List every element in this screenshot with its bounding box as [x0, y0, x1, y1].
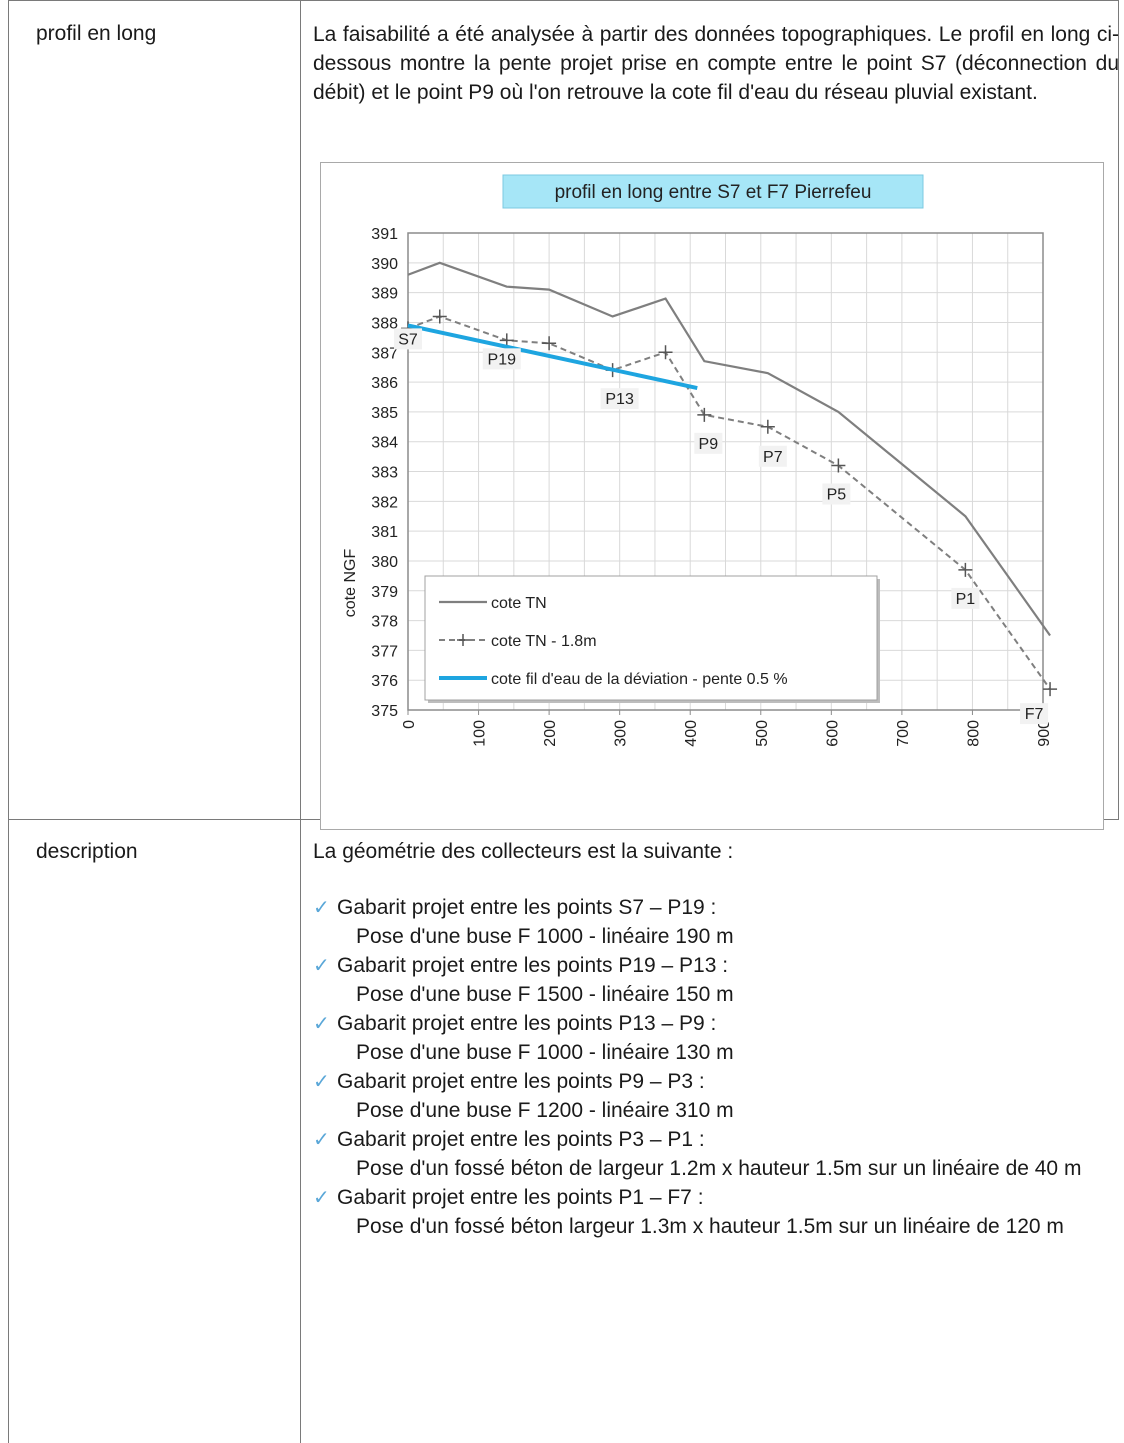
data-point-marker	[831, 458, 846, 473]
point-label-bg	[694, 432, 723, 454]
list-item: ✓ Gabarit projet entre les points P1 – F7…	[313, 1183, 1119, 1241]
y-tick-label: 390	[371, 256, 398, 273]
y-tick-label: 387	[371, 345, 398, 362]
table-top-border	[8, 0, 1119, 1]
point-label-bg	[394, 328, 422, 350]
x-tick-label: 200	[542, 720, 559, 747]
y-axis-label: cote NGF	[342, 549, 359, 618]
list-item: ✓ Gabarit projet entre les points P3 – P1…	[313, 1125, 1119, 1183]
item-detail: Pose d'une buse F 1000 - linéaire 130 m	[356, 1041, 734, 1064]
list-item: ✓ Gabarit projet entre les points S7 – P1…	[313, 893, 1119, 951]
y-tick-label: 377	[371, 643, 398, 660]
y-tick-label: 381	[371, 524, 398, 541]
item-title: Gabarit projet entre les points S7 – P19…	[337, 896, 717, 919]
profile-chart: 375 376 377 378 379 380 381 382 383 384 385 386 387 3…	[342, 174, 1058, 747]
y-tick-label: 391	[371, 226, 398, 243]
y-tick-label: 385	[371, 405, 398, 422]
y-tick-label: 384	[371, 435, 398, 452]
row-label-profil: profil en long	[36, 22, 157, 45]
item-detail: Pose d'un fossé béton largeur 1.3m x hau…	[356, 1215, 1064, 1238]
item-detail: Pose d'une buse F 1000 - linéaire 190 m	[356, 925, 734, 948]
point-label: P5	[827, 487, 847, 504]
item-title: Gabarit projet entre les points P3 – P1 …	[337, 1128, 705, 1151]
checkmark-icon: ✓	[313, 953, 330, 977]
checkmark-icon: ✓	[313, 1011, 330, 1035]
data-point-marker	[760, 419, 775, 434]
description-intro: La géométrie des collecteurs est la suiv…	[313, 840, 734, 863]
series-line-2	[407, 323, 698, 390]
list-item: ✓ Gabarit projet entre les points P19 – P…	[313, 951, 1119, 1009]
x-tick-label: 400	[683, 720, 700, 747]
series-line-0	[407, 261, 1051, 637]
chart-title-box	[502, 174, 924, 209]
x-tick-label: 500	[754, 720, 771, 747]
checkmark-icon: ✓	[313, 895, 330, 919]
item-detail: Pose d'une buse F 1200 - linéaire 310 m	[356, 1099, 734, 1122]
y-tick-label: 379	[371, 584, 398, 601]
data-point-marker	[958, 562, 973, 577]
item-title: Gabarit projet entre les points P1 – F7 …	[337, 1186, 704, 1209]
y-tick-label: 382	[371, 494, 398, 511]
chart-frame: 375 376 377 378 379 380 381 382 383 384 385 386 387 3…	[320, 162, 1104, 830]
point-label-bg	[600, 388, 639, 410]
legend-marker	[457, 634, 469, 646]
point-label: P13	[605, 391, 634, 408]
data-point-marker	[697, 407, 712, 422]
legend-box	[424, 575, 878, 701]
checkmark-icon: ✓	[313, 1069, 330, 1093]
point-label-bg	[482, 348, 521, 370]
point-label-bg	[951, 587, 980, 609]
item-title: Gabarit projet entre les points P9 – P3 …	[337, 1070, 705, 1093]
point-label: F7	[1025, 706, 1044, 723]
point-label: P1	[956, 591, 976, 608]
point-label: P19	[488, 351, 517, 368]
data-point-marker	[432, 309, 447, 324]
plot-area	[407, 232, 1044, 711]
table-column-divider	[300, 0, 301, 1443]
y-tick-label: 378	[371, 614, 398, 631]
list-item: ✓ Gabarit projet entre les points P13 – P…	[313, 1009, 1119, 1067]
x-tick-label: 100	[472, 720, 489, 747]
point-label: P7	[763, 449, 783, 466]
x-tick-label: 800	[965, 720, 982, 747]
x-tick-label: 300	[613, 720, 630, 747]
row-label-description: description	[36, 840, 138, 863]
x-tick-label: 900	[1036, 720, 1053, 747]
data-point-marker	[1043, 682, 1058, 697]
x-tick-label: 0	[401, 720, 418, 729]
legend-label: cote fil d'eau de la déviation - pente 0…	[491, 671, 788, 688]
legend-label: cote TN	[491, 595, 547, 612]
point-label-bg	[1020, 703, 1049, 725]
checkmark-icon: ✓	[313, 1127, 330, 1151]
x-tick-label: 700	[895, 720, 912, 747]
point-label-bg	[758, 445, 787, 467]
collector-list: ✓ Gabarit projet entre les points S7 – P1…	[313, 893, 1119, 1241]
x-tick-label: 600	[824, 720, 841, 747]
y-tick-label: 386	[371, 375, 398, 392]
legend-label: cote TN - 1.8m	[491, 633, 597, 650]
point-label: S7	[398, 331, 418, 348]
item-detail: Pose d'une buse F 1500 - linéaire 150 m	[356, 983, 734, 1006]
item-title: Gabarit projet entre les points P13 – P9…	[337, 1012, 717, 1035]
checkmark-icon: ✓	[313, 1185, 330, 1209]
y-tick-label: 383	[371, 465, 398, 482]
y-tick-label: 388	[371, 315, 398, 332]
y-tick-label: 376	[371, 673, 398, 690]
list-item: ✓ Gabarit projet entre les points P9 – P3…	[313, 1067, 1119, 1125]
y-tick-label: 380	[371, 554, 398, 571]
item-detail: Pose d'un fossé béton de largeur 1.2m x …	[356, 1157, 1082, 1180]
profil-paragraph: La faisabilité a été analysée à partir d…	[313, 23, 1119, 104]
data-point-marker	[542, 336, 557, 351]
table-right-border	[1118, 0, 1119, 820]
point-label: P9	[699, 436, 719, 453]
y-tick-label: 389	[371, 286, 398, 303]
item-title: Gabarit projet entre les points P19 – P1…	[337, 954, 729, 977]
table-left-border	[8, 0, 9, 1443]
data-point-marker	[658, 345, 673, 360]
point-label-bg	[822, 483, 851, 505]
y-tick-label: 375	[371, 703, 398, 720]
chart-title: profil en long entre S7 et F7 Pierrefeu	[555, 182, 872, 203]
